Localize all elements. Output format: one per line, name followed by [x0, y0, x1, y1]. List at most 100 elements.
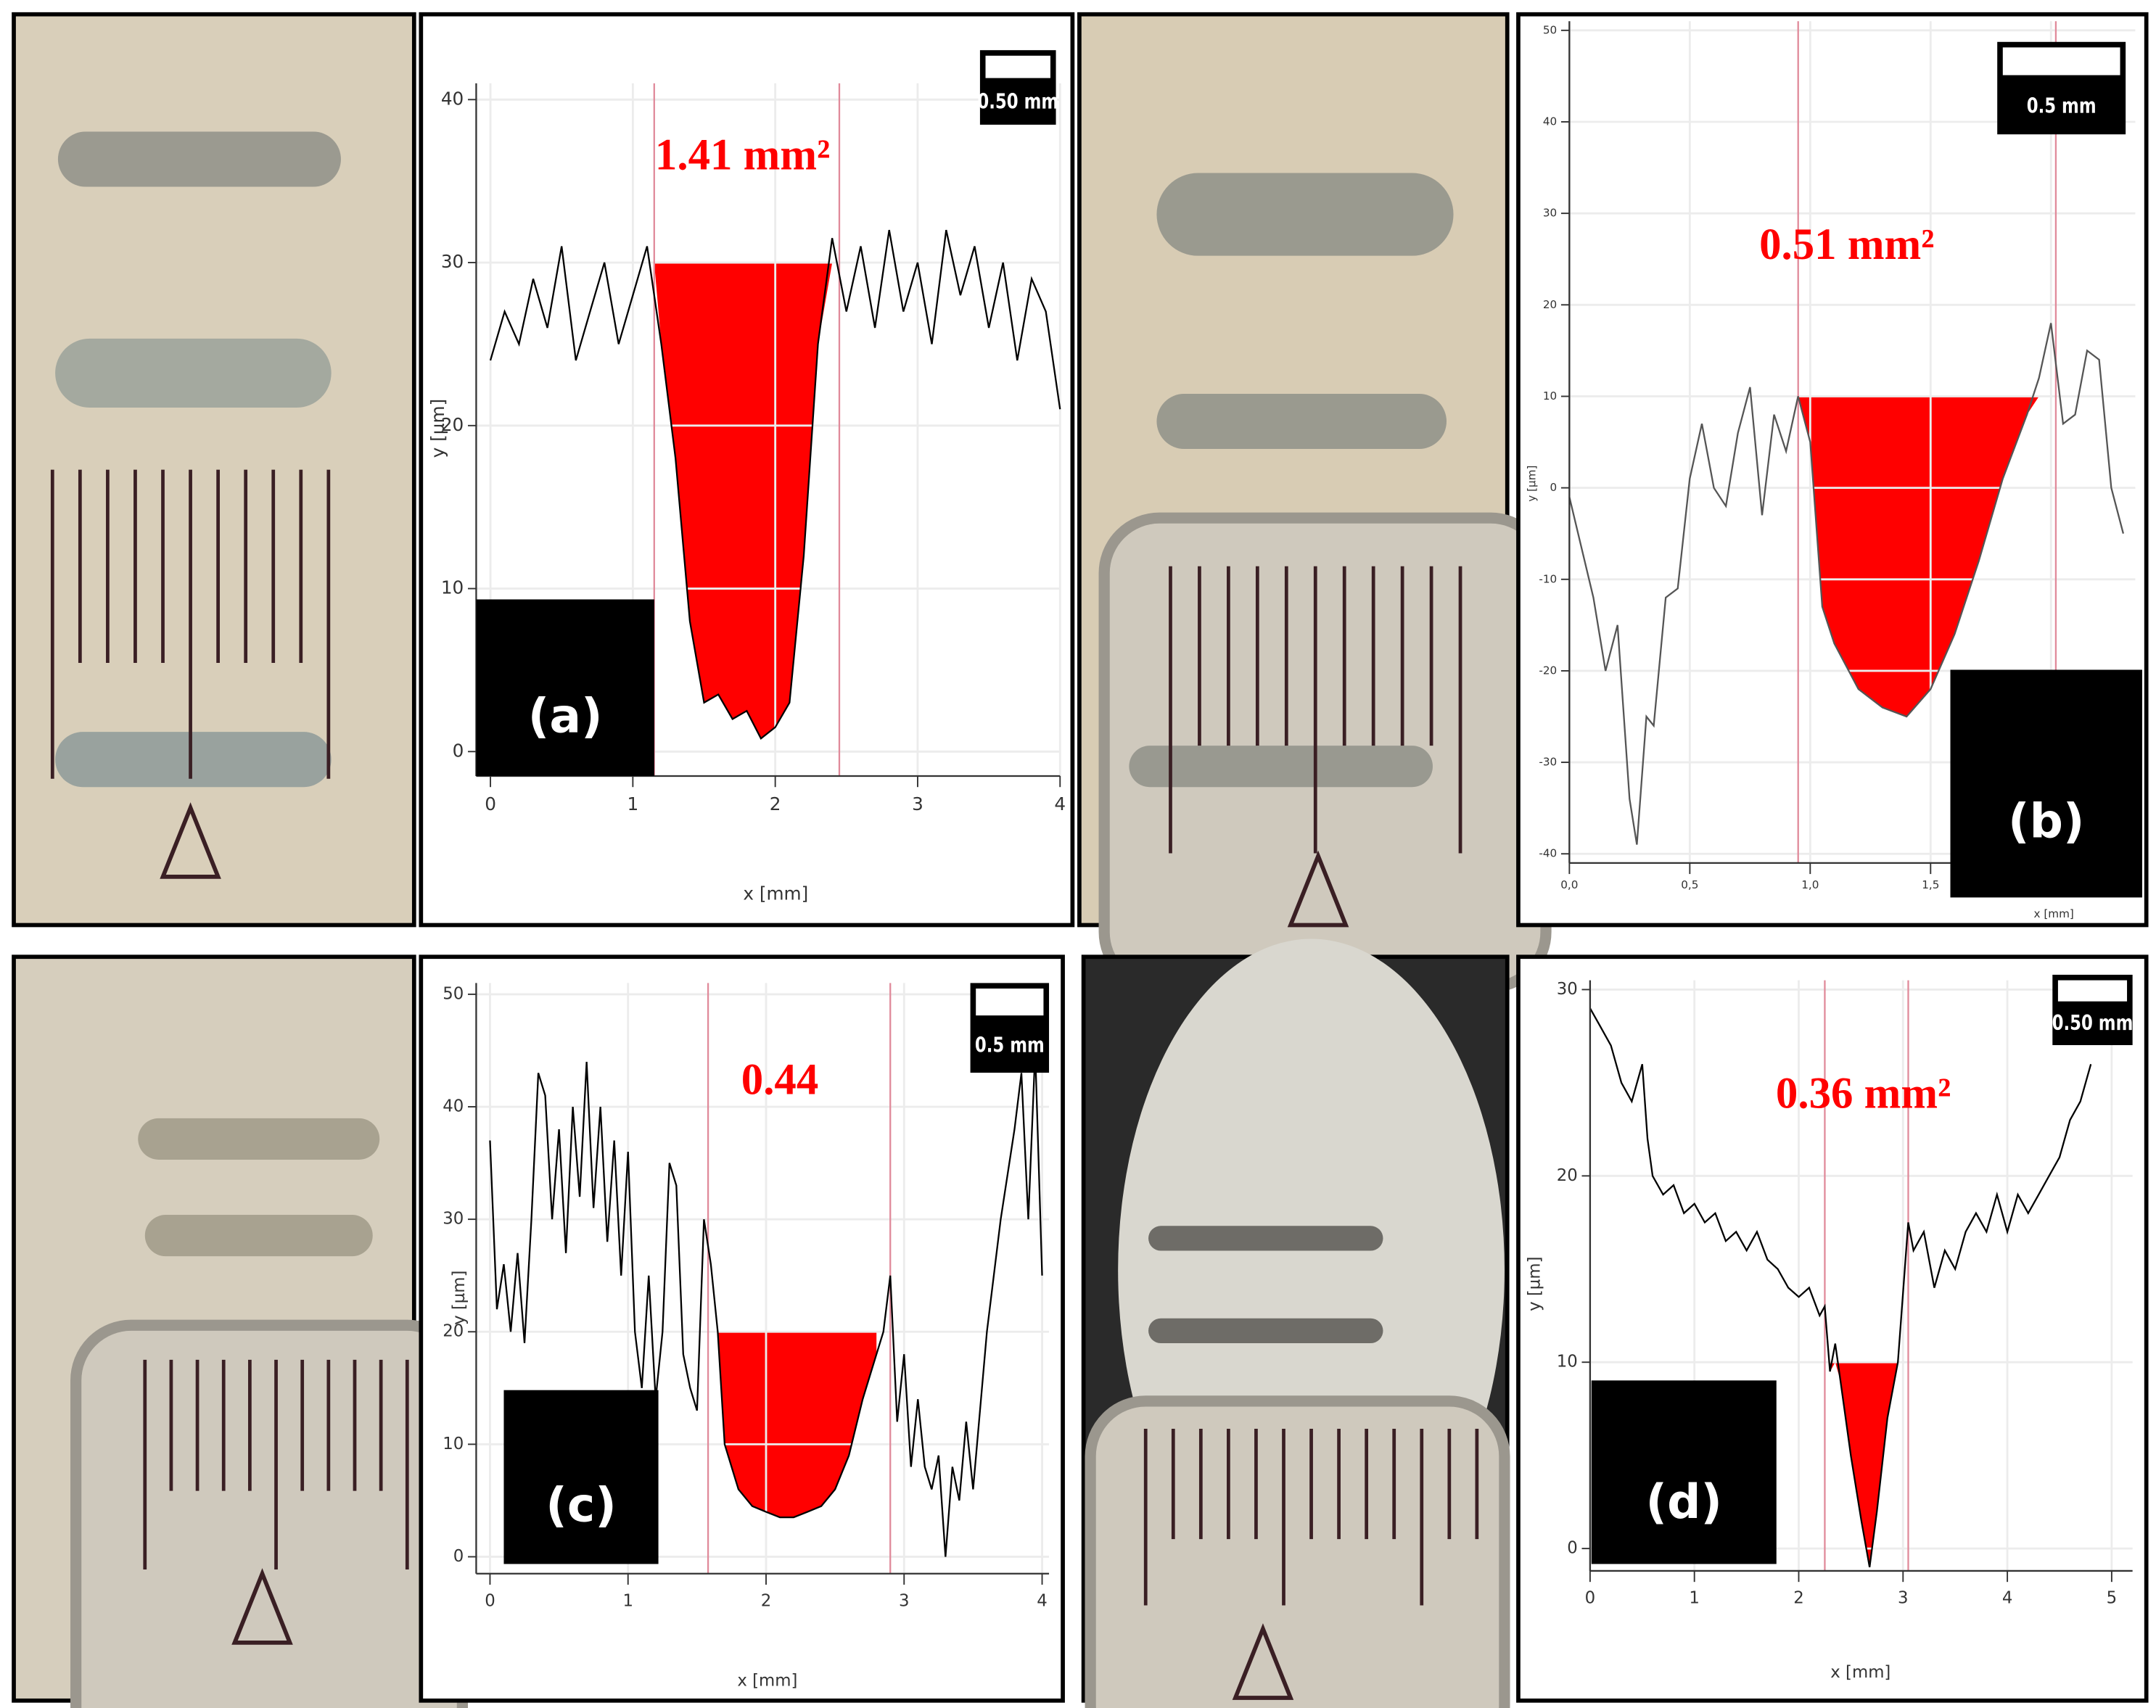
depth-area — [1830, 1362, 1906, 1567]
y-tick-label: -40 — [1539, 847, 1557, 860]
x-tick-label: 1,0 — [1801, 878, 1819, 891]
y-tick-label: 40 — [441, 88, 464, 109]
x-tick-label: 4 — [2002, 1589, 2013, 1608]
chart-panel: 0 1 2 3 4 5 0 10 20 30 x [mm] y [µm] (d) 0.50 mm 0.36 … — [1516, 954, 2149, 1703]
area-label: 1.41 mm² — [655, 131, 830, 179]
photo — [12, 954, 468, 1708]
photo — [1081, 938, 1510, 1708]
area-label: 0.44 — [741, 1055, 819, 1104]
x-tick-label: 0 — [1585, 1589, 1596, 1608]
panel-label: (b) — [2008, 795, 2084, 849]
x-tick-label: 1 — [627, 793, 638, 814]
profile-line — [1589, 1007, 2092, 1568]
x-tick-label: 3 — [912, 793, 923, 814]
scale-bar-label: 0.50 mm — [2052, 1012, 2134, 1036]
scale-bar-label: 0.5 mm — [975, 1034, 1045, 1057]
x-tick-label: 2 — [770, 793, 781, 814]
chart-panel: 0,00,51,01,52,0-40-30-20-1001020304050x … — [1516, 12, 2149, 928]
y-tick-label: 30 — [441, 251, 464, 272]
x-tick-label: 2 — [1793, 1589, 1804, 1608]
groove — [138, 1118, 380, 1160]
ruler-pointer — [1287, 850, 1349, 928]
y-tick-label: 10 — [443, 1435, 464, 1453]
ruler-pointer — [160, 802, 221, 879]
ruler-pointer — [231, 1568, 293, 1645]
y-tick-label: 0 — [1550, 481, 1558, 494]
x-tick-label: 2 — [761, 1591, 772, 1610]
groove — [144, 1215, 373, 1257]
depth-area — [1798, 396, 2056, 717]
ruler-plate — [1085, 1395, 1510, 1708]
scale-bar-label: 0.50 mm — [977, 90, 1058, 114]
groove — [1156, 393, 1447, 450]
y-tick-label: 40 — [1543, 115, 1557, 128]
scale-bar — [976, 989, 1044, 1016]
depth-area — [654, 263, 839, 739]
x-axis-label: x [mm] — [737, 1672, 797, 1691]
y-axis-label: y [µm] — [427, 399, 448, 458]
profile-line — [489, 229, 1061, 740]
panel-label: (a) — [528, 690, 603, 744]
groove — [1148, 1318, 1383, 1344]
y-tick-label: 0 — [453, 1547, 464, 1566]
y-tick-label: 0 — [453, 740, 464, 761]
y-tick-label: 20 — [443, 1322, 464, 1341]
ruler-pointer — [1232, 1623, 1294, 1700]
y-tick-label: -30 — [1539, 756, 1557, 769]
groove — [1129, 746, 1433, 788]
photo — [1077, 12, 1552, 993]
x-tick-label: 3 — [899, 1591, 910, 1610]
y-tick-label: 20 — [1557, 1166, 1578, 1185]
panel-tag — [503, 1390, 659, 1564]
groove — [1148, 1226, 1383, 1251]
profile-line — [489, 1050, 1043, 1557]
chart-frame — [1516, 954, 2149, 1703]
groove — [55, 732, 332, 788]
scale-bar — [985, 55, 1050, 78]
groove — [55, 338, 332, 408]
y-tick-label: -10 — [1539, 572, 1557, 585]
y-tick-label: 30 — [1557, 980, 1578, 999]
panel-label: (d) — [1646, 1475, 1722, 1530]
x-axis-label: x [mm] — [1830, 1663, 1890, 1682]
ruler-plate — [70, 1319, 468, 1708]
scale-bar — [2002, 47, 2120, 75]
x-tick-label: 1 — [1689, 1589, 1700, 1608]
y-tick-label: 30 — [443, 1210, 464, 1229]
y-tick-label: 10 — [1557, 1353, 1578, 1371]
x-tick-label: 4 — [1037, 1591, 1048, 1610]
y-tick-label: -20 — [1539, 664, 1557, 677]
x-tick-label: 1 — [622, 1591, 633, 1610]
y-tick-label: 50 — [1543, 23, 1557, 36]
y-tick-label: 50 — [443, 984, 464, 1003]
x-tick-label: 1,5 — [1922, 878, 1939, 891]
y-tick-label: 10 — [1543, 389, 1557, 403]
photo — [12, 12, 416, 928]
x-tick-label: 0 — [485, 1591, 495, 1610]
depth-area — [717, 1332, 877, 1518]
y-tick-label: 20 — [441, 414, 464, 435]
y-tick-label: 0 — [1567, 1539, 1578, 1558]
scale-bar-label: 0.5 mm — [2027, 94, 2097, 118]
x-axis-label: x [mm] — [743, 883, 808, 904]
area-label: 0.51 mm² — [1759, 220, 1934, 269]
y-tick-label: 30 — [1543, 207, 1557, 220]
x-tick-label: 0,0 — [1560, 878, 1578, 891]
y-tick-label: 40 — [443, 1097, 464, 1116]
x-tick-label: 0 — [485, 793, 496, 814]
groove — [1156, 173, 1454, 256]
y-axis-label: y [µm] — [450, 1271, 469, 1325]
area-label: 0.36 mm² — [1776, 1069, 1951, 1118]
x-tick-label: 3 — [1898, 1589, 1909, 1608]
chart-frame — [419, 954, 1065, 1703]
y-tick-label: 20 — [1543, 298, 1557, 311]
panel-label: (c) — [546, 1478, 616, 1532]
profile-line — [1568, 323, 2125, 845]
x-tick-label: 0,5 — [1681, 878, 1698, 891]
x-tick-label: 4 — [1054, 793, 1066, 814]
y-tick-label: 10 — [441, 577, 464, 598]
